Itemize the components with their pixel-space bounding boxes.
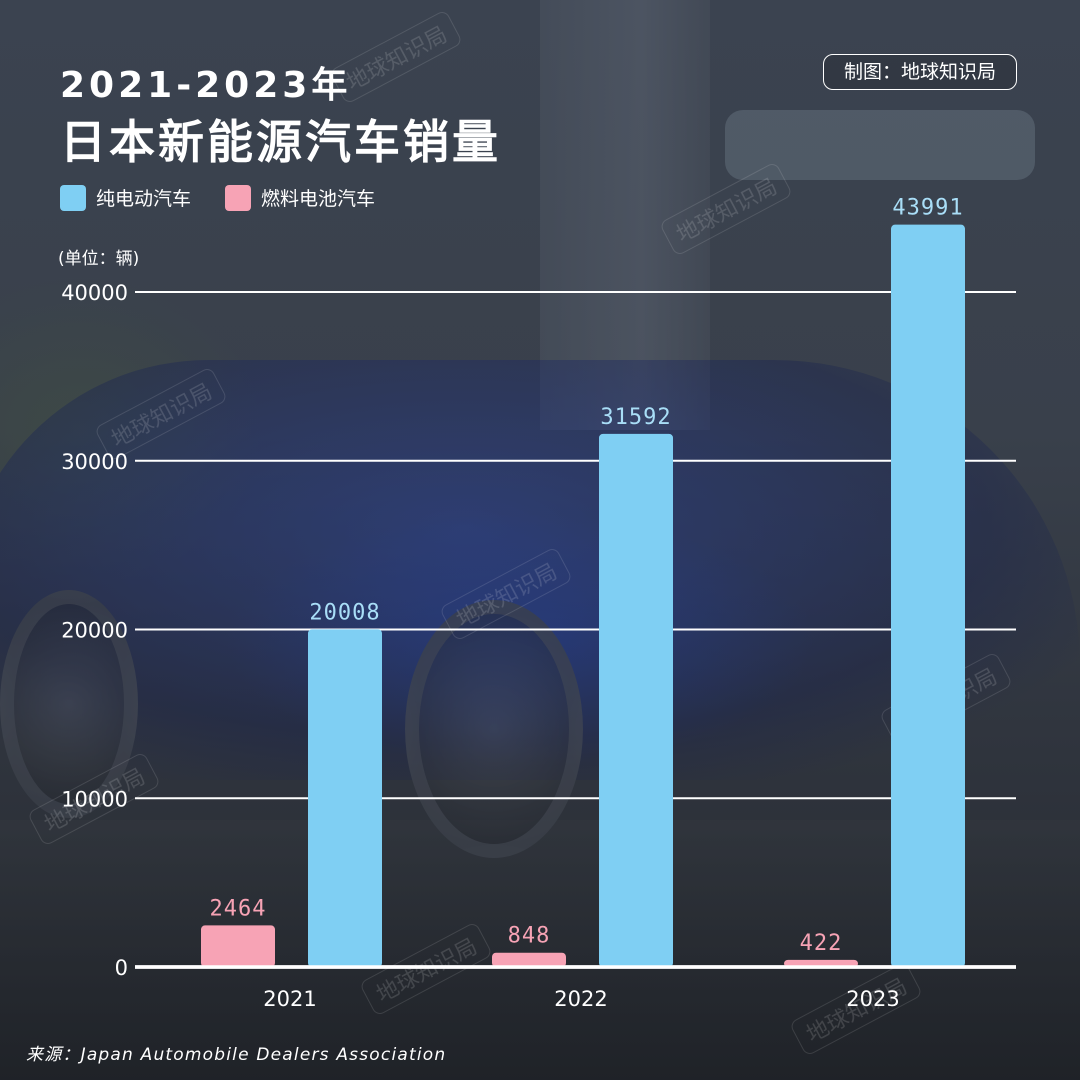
bar-bev <box>599 433 673 967</box>
data-label-fcev: 2464 <box>210 896 267 921</box>
chart-title-years: 2021-2023年 <box>60 65 352 106</box>
source-note: 来源：Japan Automobile Dealers Association <box>26 1045 447 1065</box>
data-label-bev: 43991 <box>892 196 963 221</box>
data-label-fcev: 848 <box>508 924 551 949</box>
x-tick-label: 2023 <box>846 987 899 1011</box>
legend: 纯电动汽车 燃料电池汽车 <box>60 184 375 211</box>
bar-fcev <box>784 959 858 967</box>
data-label-bev: 31592 <box>600 405 671 430</box>
y-axis-unit: (单位：辆) <box>58 249 140 269</box>
data-label-bev: 20008 <box>309 600 380 625</box>
bar-bev <box>891 224 965 968</box>
y-tick-label: 20000 <box>61 619 128 643</box>
background-station-canopy <box>725 110 1035 180</box>
x-tick-label: 2021 <box>263 987 316 1011</box>
x-tick-label: 2022 <box>554 987 607 1011</box>
y-tick-label: 10000 <box>61 787 128 811</box>
bar-fcev <box>492 952 566 967</box>
legend-label-fcev: 燃料电池汽车 <box>261 188 376 210</box>
bar-fcev <box>201 925 275 967</box>
chart-title: 日本新能源汽车销量 <box>60 115 501 169</box>
y-tick-label: 0 <box>115 956 128 980</box>
bar-bev <box>308 629 382 967</box>
credit-badge: 制图：地球知识局 <box>823 54 1017 90</box>
data-label-fcev: 422 <box>800 931 843 956</box>
legend-item-fcev: 燃料电池汽车 <box>225 184 375 211</box>
legend-swatch-fcev <box>225 184 252 211</box>
y-tick-label: 30000 <box>61 450 128 474</box>
y-tick-label: 40000 <box>61 281 128 305</box>
legend-item-bev: 纯电动汽车 <box>60 184 191 211</box>
legend-swatch-bev <box>60 184 86 211</box>
legend-label-bev: 纯电动汽车 <box>96 188 192 210</box>
background-building <box>540 0 710 430</box>
